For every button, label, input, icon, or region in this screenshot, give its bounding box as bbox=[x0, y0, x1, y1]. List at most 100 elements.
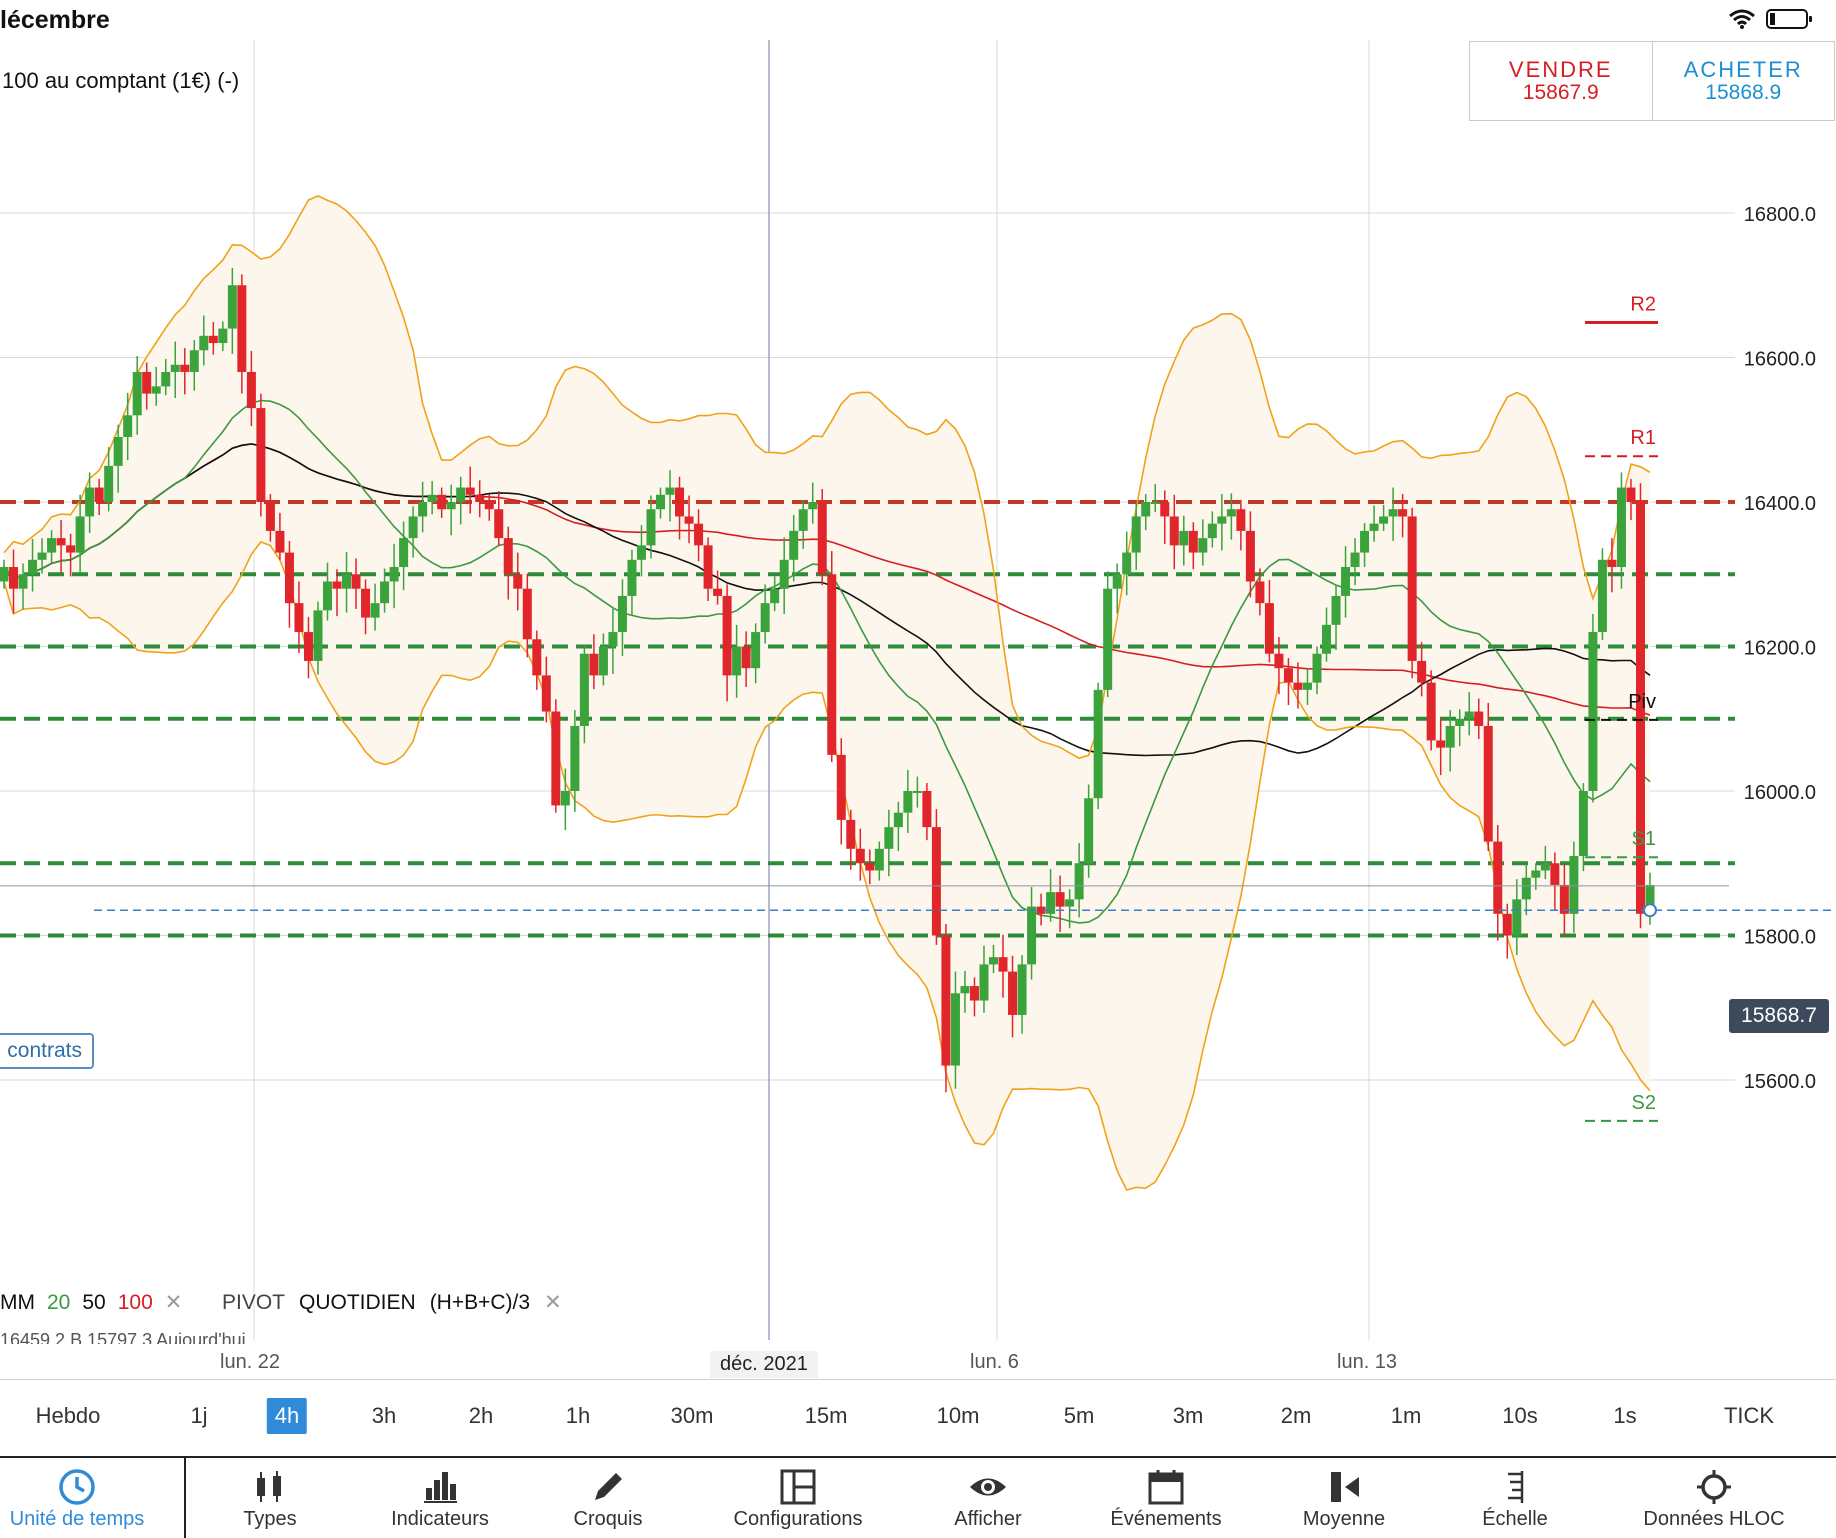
candle-body bbox=[1017, 964, 1027, 1015]
toolbar-item-données-hloc[interactable]: Données HLOC bbox=[1624, 1458, 1804, 1538]
candle-body bbox=[1179, 530, 1189, 546]
candle-body bbox=[1559, 884, 1569, 914]
timeframe-1j[interactable]: 1j bbox=[190, 1403, 208, 1428]
timeframe-1m[interactable]: 1m bbox=[1390, 1403, 1422, 1428]
candle-body bbox=[246, 371, 256, 409]
candle-body bbox=[123, 415, 133, 437]
candle-body bbox=[1350, 552, 1360, 568]
candle-body bbox=[1150, 502, 1160, 504]
candle-body bbox=[94, 487, 104, 502]
candle-body bbox=[579, 653, 589, 726]
order-line bbox=[0, 885, 1836, 918]
toolbar-item-croquis[interactable]: Croquis bbox=[518, 1458, 698, 1538]
timeframe-1s[interactable]: 1s bbox=[1613, 1403, 1637, 1428]
candle-body bbox=[1521, 877, 1531, 900]
candle-body bbox=[18, 574, 28, 589]
toolbar-item-événements[interactable]: Événements bbox=[1076, 1458, 1256, 1538]
candle-body bbox=[161, 371, 171, 387]
timeframe-15m[interactable]: 15m bbox=[804, 1403, 848, 1428]
candle-body bbox=[1245, 530, 1255, 582]
candle-body bbox=[1588, 632, 1598, 791]
remove-mm-icon[interactable]: ✕ bbox=[164, 1291, 183, 1314]
candle-body bbox=[1512, 899, 1522, 936]
toolbar-label: Échelle bbox=[1482, 1508, 1548, 1530]
candle-body bbox=[218, 328, 228, 344]
toolbar-label: Données HLOC bbox=[1643, 1508, 1785, 1530]
candle-body bbox=[1255, 581, 1265, 604]
candle-body bbox=[151, 386, 161, 394]
candle-body bbox=[1540, 863, 1550, 871]
candle-body bbox=[1550, 863, 1560, 885]
battery-icon bbox=[1766, 8, 1814, 35]
candle-body bbox=[560, 791, 570, 806]
candle-body bbox=[589, 653, 599, 676]
candle-body bbox=[713, 588, 723, 596]
candle-body bbox=[1055, 892, 1065, 907]
candle-body bbox=[1379, 516, 1389, 524]
candle-body bbox=[237, 285, 247, 372]
candle-body bbox=[979, 964, 989, 1001]
candle-body bbox=[874, 848, 884, 871]
timeframe-3h[interactable]: 3h bbox=[371, 1403, 397, 1428]
timeframe-hebdo[interactable]: Hebdo bbox=[35, 1403, 101, 1428]
timeframe-5m[interactable]: 5m bbox=[1063, 1403, 1095, 1428]
toolbar-item-afficher[interactable]: Afficher bbox=[898, 1458, 1078, 1538]
timeframe-3m[interactable]: 3m bbox=[1172, 1403, 1204, 1428]
candle-body bbox=[1160, 502, 1170, 517]
candle-body bbox=[1217, 516, 1227, 524]
sell-button[interactable]: VENDRE 15867.9 bbox=[1470, 42, 1652, 120]
candle-body bbox=[256, 408, 266, 502]
candle-body bbox=[760, 603, 770, 633]
candle-body bbox=[85, 487, 95, 517]
toolbar-item-moyenne[interactable]: Moyenne bbox=[1254, 1458, 1434, 1538]
clock-icon bbox=[58, 1468, 96, 1506]
timeframe-tick[interactable]: TICK bbox=[1723, 1403, 1775, 1428]
candle-body bbox=[303, 632, 313, 661]
candle-body bbox=[342, 574, 352, 589]
candle-body bbox=[1008, 971, 1018, 1015]
toolbar-item-échelle[interactable]: Échelle bbox=[1425, 1458, 1605, 1538]
candle-body bbox=[884, 827, 894, 849]
timeframe-bar: Hebdo 1j 4h 3h 2h 1h 30m 15m 10m 5m 3m 2m 1m 10s 1s TIC… bbox=[0, 1380, 1836, 1456]
candle-body bbox=[1388, 509, 1398, 517]
candle-body bbox=[370, 603, 380, 618]
y-tick-label: 15800.0 bbox=[1744, 927, 1816, 949]
mm-50-label: 50 bbox=[82, 1290, 106, 1314]
candle-body bbox=[1597, 559, 1607, 633]
candle-body bbox=[399, 538, 409, 568]
timeframe-30m[interactable]: 30m bbox=[670, 1403, 714, 1428]
pivot-period: QUOTIDIEN bbox=[299, 1290, 416, 1314]
candle-body bbox=[465, 487, 475, 495]
candle-body bbox=[1312, 653, 1322, 683]
candle-body bbox=[1293, 682, 1303, 690]
contracts-button[interactable]: contrats bbox=[0, 1033, 94, 1069]
toolbar-item-types[interactable]: Types bbox=[180, 1458, 360, 1538]
timeframe-2h[interactable]: 2h bbox=[468, 1403, 494, 1428]
toolbar-label: Indicateurs bbox=[391, 1508, 489, 1530]
toolbar-item-indicateurs[interactable]: Indicateurs bbox=[350, 1458, 530, 1538]
y-tick-label: 16000.0 bbox=[1744, 782, 1816, 804]
timeframe-10s[interactable]: 10s bbox=[1502, 1403, 1538, 1428]
timeframe-2m[interactable]: 2m bbox=[1280, 1403, 1312, 1428]
toolbar-label: Unité de temps bbox=[9, 1508, 145, 1530]
ohlc-readout: 16459.2 B 15797.3 Aujourd'hui bbox=[0, 1330, 246, 1344]
timeframe-4h[interactable]: 4h bbox=[266, 1398, 308, 1434]
trade-panel: VENDRE 15867.9 ACHETER 15868.9 bbox=[1469, 41, 1835, 121]
toolbar-item-configurations[interactable]: Configurations bbox=[708, 1458, 888, 1538]
toolbar-item-unité-de-temps[interactable]: Unité de temps bbox=[0, 1458, 167, 1538]
candle-body bbox=[1569, 856, 1579, 914]
remove-pivot-icon[interactable]: ✕ bbox=[544, 1291, 562, 1314]
buy-button[interactable]: ACHETER 15868.9 bbox=[1651, 42, 1835, 120]
candle-body bbox=[47, 538, 57, 553]
candle-body bbox=[570, 725, 580, 791]
timeframe-10m[interactable]: 10m bbox=[936, 1403, 980, 1428]
candle-body bbox=[1341, 567, 1351, 596]
price-chart[interactable]: R2 R1 Piv S1 S2 16800.0 16600.0 16400.0 16200.0… bbox=[0, 40, 1836, 1340]
candle-body bbox=[1645, 884, 1655, 914]
candle-body bbox=[627, 559, 637, 596]
candle-body bbox=[265, 502, 275, 531]
candle-body bbox=[104, 465, 114, 502]
timeframe-1h[interactable]: 1h bbox=[565, 1403, 591, 1428]
candle-body bbox=[608, 632, 618, 647]
candle-body bbox=[484, 502, 494, 510]
